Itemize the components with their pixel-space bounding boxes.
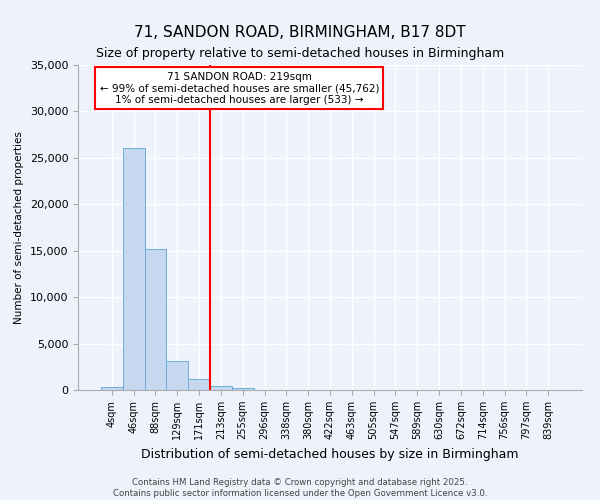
Text: 71, SANDON ROAD, BIRMINGHAM, B17 8DT: 71, SANDON ROAD, BIRMINGHAM, B17 8DT xyxy=(134,25,466,40)
Bar xyxy=(123,148,145,390)
Bar xyxy=(210,386,232,390)
Bar xyxy=(145,249,166,390)
X-axis label: Distribution of semi-detached houses by size in Birmingham: Distribution of semi-detached houses by … xyxy=(141,448,519,460)
Y-axis label: Number of semi-detached properties: Number of semi-detached properties xyxy=(14,131,24,324)
Bar xyxy=(166,361,188,390)
Text: 71 SANDON ROAD: 219sqm
← 99% of semi-detached houses are smaller (45,762)
1% of : 71 SANDON ROAD: 219sqm ← 99% of semi-det… xyxy=(100,72,379,104)
Bar xyxy=(101,387,123,390)
Text: Size of property relative to semi-detached houses in Birmingham: Size of property relative to semi-detach… xyxy=(96,48,504,60)
Bar xyxy=(188,379,210,390)
Bar xyxy=(232,388,254,390)
Text: Contains HM Land Registry data © Crown copyright and database right 2025.
Contai: Contains HM Land Registry data © Crown c… xyxy=(113,478,487,498)
